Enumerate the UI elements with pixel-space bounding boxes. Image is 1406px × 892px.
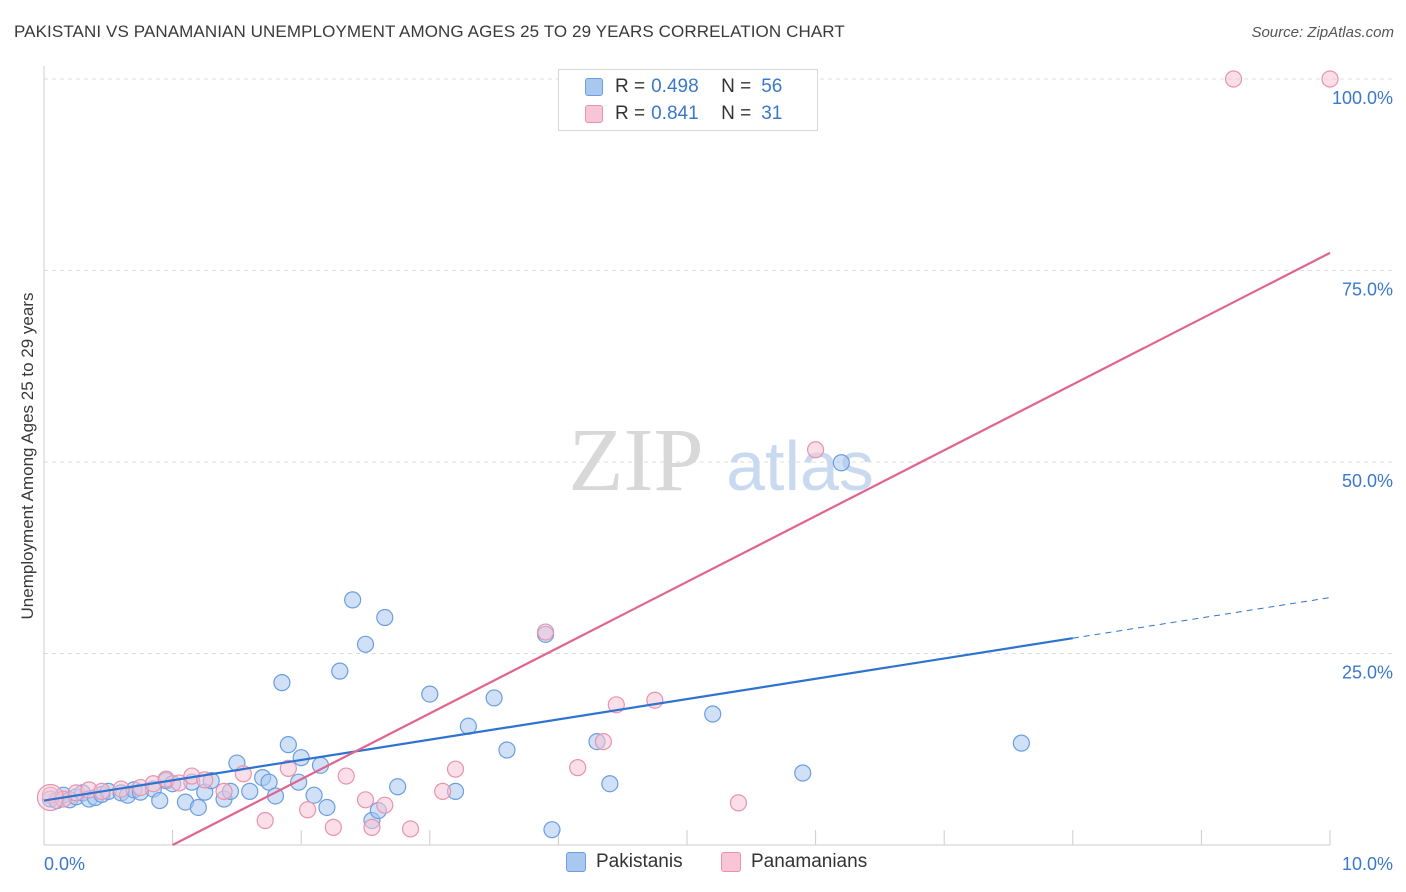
- data-point-pakistanis: [331, 662, 349, 680]
- legend-r-label: R =: [615, 76, 646, 97]
- data-point-pakistanis: [832, 454, 850, 472]
- data-point-panamanians: [446, 760, 465, 778]
- legend-r-label: R =: [615, 103, 646, 124]
- data-point-panamanians: [299, 801, 317, 819]
- data-point-pakistanis: [273, 674, 291, 692]
- data-point-pakistanis: [279, 736, 297, 754]
- data-point-panamanians: [594, 732, 613, 751]
- data-point-pakistanis: [151, 791, 169, 810]
- legend-n-label: N =: [721, 76, 752, 97]
- data-point-panamanians: [279, 759, 297, 778]
- data-point-pakistanis: [421, 685, 439, 703]
- legend-swatch-panamanians: [585, 105, 603, 123]
- legend-r-value: 0.841: [651, 103, 699, 124]
- y-tick-label: 50.0%: [1342, 471, 1393, 491]
- data-point-panamanians: [1224, 70, 1243, 88]
- data-point-panamanians: [806, 441, 825, 459]
- y-tick-label: 25.0%: [1342, 663, 1393, 683]
- bottom-legend-pakistanis: Pakistanis: [566, 851, 683, 873]
- tick-labels: 25.0% 50.0% 75.0% 100.0% 0.0% 10.0%: [44, 88, 1393, 874]
- trend-line-pakistanis: [43, 637, 1073, 802]
- bottom-legend-panamanians: Panamanians: [721, 851, 867, 873]
- legend-n-value: 31: [761, 103, 783, 124]
- data-point-pakistanis: [376, 608, 394, 627]
- data-point-pakistanis: [543, 821, 561, 839]
- data-point-pakistanis: [794, 764, 812, 782]
- legend-row-panamanians: R = 0.841 N = 31: [585, 101, 782, 127]
- legend-row-pakistanis: R = 0.498 N = 56: [585, 74, 782, 100]
- chart-title: PAKISTANI VS PANAMANIAN UNEMPLOYMENT AMO…: [14, 22, 845, 41]
- bottom-legend-label-pakistanis: Pakistanis: [596, 851, 683, 872]
- data-point-pakistanis: [318, 798, 336, 817]
- x-tick-label: 0.0%: [44, 854, 85, 874]
- data-point-pakistanis: [389, 778, 407, 796]
- data-point-panamanians: [1321, 70, 1339, 88]
- watermark-zip: ZIP: [569, 411, 704, 510]
- trend-lines: [43, 251, 1331, 846]
- legend-n-label: N =: [721, 103, 752, 124]
- data-point-pakistanis: [305, 786, 323, 804]
- bottom-legend-swatch-panamanians: [721, 852, 741, 872]
- legend: R = 0.498 N = 56 R = 0.841 N = 31: [558, 69, 818, 131]
- legend-n-value: 56: [761, 76, 783, 97]
- data-point-panamanians: [215, 782, 233, 800]
- data-point-panamanians: [536, 623, 555, 641]
- bottom-legend-swatch-pakistanis: [566, 852, 586, 872]
- legend-r-value: 0.498: [651, 76, 699, 97]
- bottom-legend-label-panamanians: Panamanians: [751, 851, 868, 872]
- trend-line-pakistanis-extension: [1072, 597, 1331, 639]
- data-point-panamanians: [569, 759, 587, 777]
- trend-line-panamanians: [172, 251, 1331, 846]
- data-point-pakistanis: [260, 773, 278, 791]
- data-point-pakistanis: [344, 591, 362, 609]
- data-point-panamanians: [363, 818, 381, 836]
- data-point-panamanians: [729, 794, 748, 812]
- data-point-pakistanis: [601, 775, 619, 793]
- data-point-pakistanis: [485, 689, 503, 707]
- watermark-atlas: atlas: [726, 427, 874, 505]
- data-point-pakistanis: [704, 705, 722, 723]
- data-point-pakistanis: [241, 782, 259, 800]
- gridlines: [44, 78, 1392, 654]
- source-label: Source: ZipAtlas.com: [1251, 24, 1394, 41]
- data-point-pakistanis: [292, 749, 310, 767]
- data-point-panamanians: [376, 796, 394, 814]
- legend-swatch-pakistanis: [585, 78, 603, 96]
- data-point-pakistanis: [189, 798, 207, 817]
- y-tick-label: 75.0%: [1342, 280, 1393, 300]
- data-point-pakistanis: [356, 635, 375, 653]
- y-tick-label: 100.0%: [1332, 88, 1393, 108]
- data-point-panamanians: [401, 820, 420, 838]
- data-point-panamanians: [337, 767, 355, 785]
- data-point-pakistanis: [498, 741, 516, 759]
- x-tick-label: 10.0%: [1342, 854, 1393, 874]
- data-point-panamanians: [324, 818, 342, 836]
- data-point-panamanians: [256, 811, 274, 830]
- data-point-panamanians: [434, 782, 452, 800]
- data-point-panamanians: [356, 791, 375, 809]
- data-point-pakistanis: [1012, 734, 1030, 752]
